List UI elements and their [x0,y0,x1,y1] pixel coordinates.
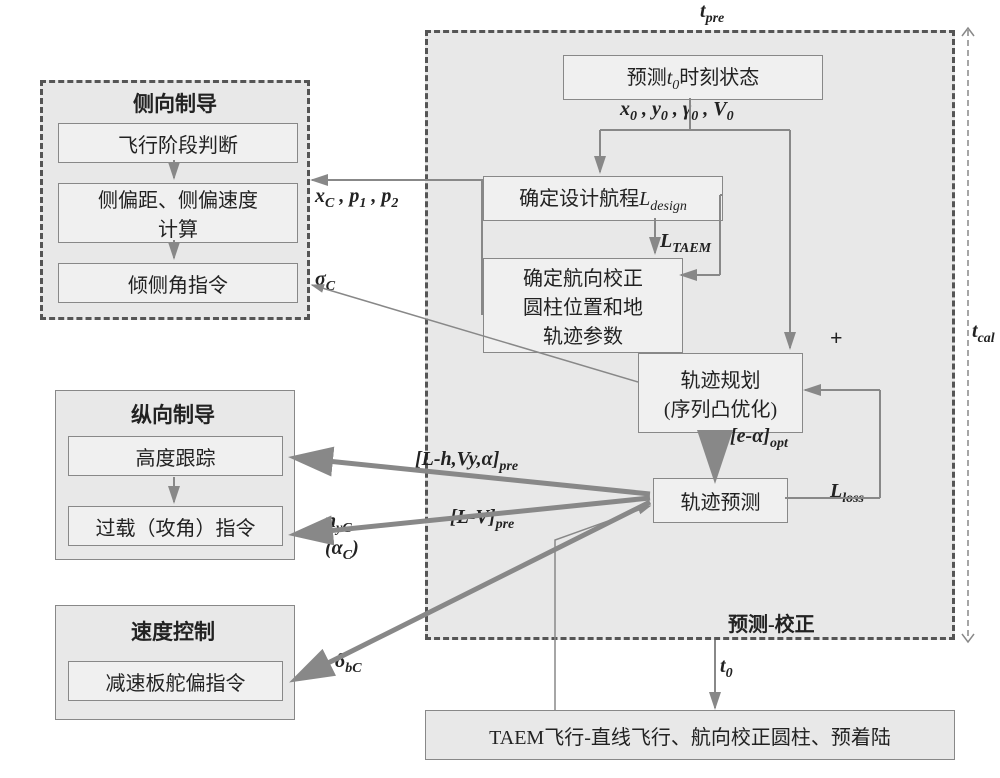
box-speedbrake-cmd: 减速板舵偏指令 [68,661,283,701]
plus-symbol: + [830,325,843,351]
label-nyC: nyC(αC) [325,510,359,564]
box-alt-track: 高度跟踪 [68,436,283,476]
label-deltaBC: δbC [335,650,362,677]
traj-predict-label: 轨迹预测 [681,486,761,515]
design-range-label: 确定设计航程Ldesign [519,182,687,215]
traj-plan-label: 轨迹规划(序列凸优化) [664,364,777,422]
label-sigmaC: σC [315,268,335,295]
hac-params-label: 确定航向校正圆柱位置和地轨迹参数 [523,262,643,349]
box-lateral-dev: 侧偏距、侧偏速度计算 [58,183,298,243]
speedbrake-label: 减速板舵偏指令 [106,667,246,696]
label-x0: x0 , y0 , γ0 , V0 [620,98,734,125]
box-bank-cmd: 倾侧角指令 [58,263,298,303]
box-design-range: 确定设计航程Ldesign [483,176,723,221]
nz-cmd-label: 过载（攻角）指令 [96,512,256,541]
box-flight-phase: 飞行阶段判断 [58,123,298,163]
predict-t0-label: 预测t0时刻状态 [627,61,760,94]
label-Ltaem: LTAEM [660,230,711,257]
panel-speed-control: 速度控制 减速板舵偏指令 [55,605,295,720]
label-tcal: tcal [972,320,995,347]
diagram-canvas: 侧向制导 飞行阶段判断 侧偏距、侧偏速度计算 倾侧角指令 纵向制导 高度跟踪 过… [0,0,1000,778]
panel-predict-correct-title: 预测-校正 [728,608,815,637]
label-LV: [L-V]pre [450,506,514,533]
label-xc: xC , p1 , p2 [315,185,398,212]
box-predict-t0-state: 预测t0时刻状态 [563,55,823,100]
label-Lh: [L-h,Vy,α]pre [415,448,518,475]
label-Lloss: Lloss [830,480,864,507]
panel-speed-title: 速度控制 [131,616,215,646]
box-hac-params: 确定航向校正圆柱位置和地轨迹参数 [483,258,683,353]
label-t0: t0 [720,655,733,682]
panel-lateral-guidance: 侧向制导 飞行阶段判断 侧偏距、侧偏速度计算 倾侧角指令 [40,80,310,320]
lateral-dev-label: 侧偏距、侧偏速度计算 [98,184,258,242]
label-tpre: tpre [700,0,724,27]
box-traj-predict: 轨迹预测 [653,478,788,523]
panel-longitudinal-guidance: 纵向制导 高度跟踪 过载（攻角）指令 [55,390,295,560]
panel-longitudinal-title: 纵向制导 [131,399,215,429]
flight-phase-label: 飞行阶段判断 [118,129,238,158]
taem-flight-label: TAEM飞行-直线飞行、航向校正圆柱、预着陆 [489,721,891,750]
box-traj-plan: 轨迹规划(序列凸优化) [638,353,803,433]
panel-lateral-title: 侧向制导 [133,88,217,118]
bank-cmd-label: 倾侧角指令 [128,269,228,298]
alt-track-label: 高度跟踪 [136,442,216,471]
label-e-alpha-opt: [e-α]opt [730,425,788,452]
box-nz-cmd: 过载（攻角）指令 [68,506,283,546]
box-taem-flight: TAEM飞行-直线飞行、航向校正圆柱、预着陆 [425,710,955,760]
